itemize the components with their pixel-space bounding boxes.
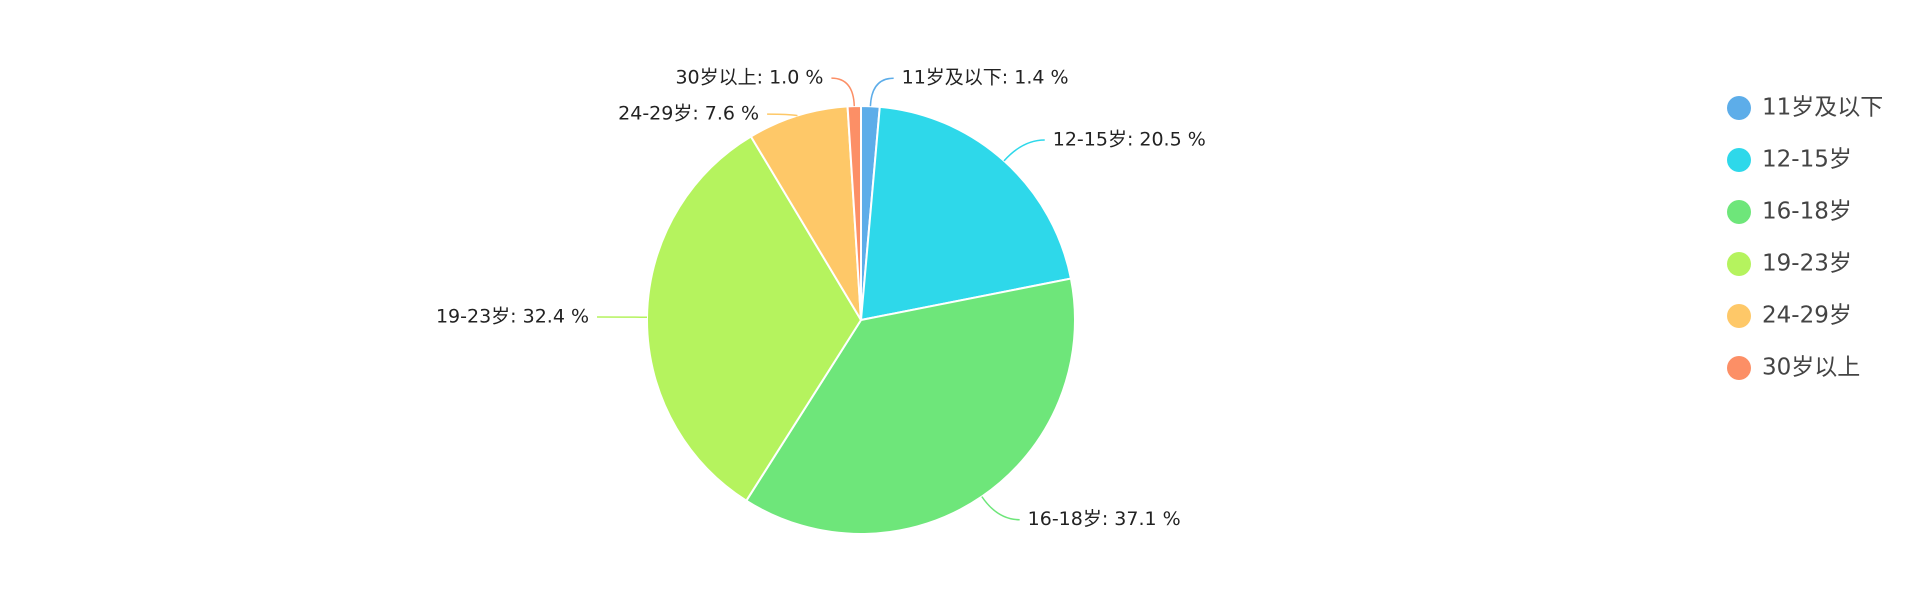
legend-label: 19-23岁	[1762, 251, 1852, 277]
leader-line	[869, 77, 894, 107]
legend-marker	[1727, 200, 1751, 224]
data-label: 19-23岁: 32.4 %	[436, 305, 589, 327]
legend-marker	[1727, 96, 1751, 120]
data-label: 16-18岁: 37.1 %	[1028, 508, 1181, 530]
data-label: 11岁及以下: 1.4 %	[902, 67, 1069, 89]
leader-line	[1003, 139, 1045, 162]
pie-slice	[749, 105, 862, 321]
data-label: 30岁以上: 1.0 %	[675, 67, 823, 89]
legend-label: 11岁及以下	[1762, 95, 1883, 121]
legend-marker	[1727, 148, 1751, 172]
legend-label: 30岁以上	[1762, 355, 1860, 381]
legend-label: 24-29岁	[1762, 303, 1852, 329]
legend-label: 16-18岁	[1762, 199, 1852, 225]
legend-marker	[1727, 356, 1751, 380]
data-label: 12-15岁: 20.5 %	[1053, 128, 1206, 150]
pie-slice	[744, 277, 1076, 535]
leader-line	[981, 496, 1020, 521]
legend-marker	[1727, 252, 1751, 276]
legend-marker	[1727, 304, 1751, 328]
leader-line	[831, 77, 856, 107]
pie-slice	[859, 105, 1073, 322]
legend-label: 12-15岁	[1762, 147, 1852, 173]
leader-line	[767, 113, 798, 117]
data-label: 24-29岁: 7.6 %	[618, 103, 759, 125]
